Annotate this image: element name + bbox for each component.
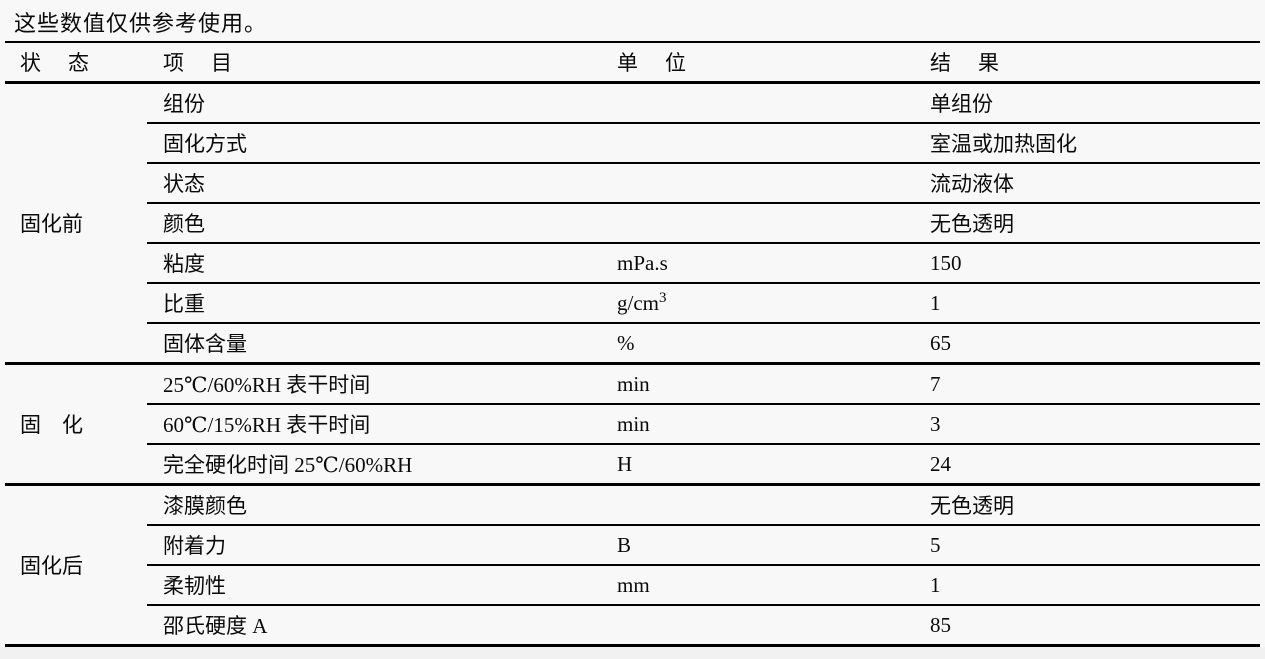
result-cell: 65	[914, 323, 1260, 365]
item-cell: 60℃/15%RH 表干时间	[147, 404, 601, 445]
table-row: 完全硬化时间 25℃/60%RH H 24	[5, 444, 1260, 486]
result-cell: 24	[914, 444, 1260, 486]
result-cell: 无色透明	[914, 203, 1260, 244]
unit-base: g/cm	[617, 290, 659, 315]
col-header-result: 结 果	[914, 41, 1260, 84]
table-row: 颜色 无色透明	[5, 203, 1260, 244]
page-bottom-margin	[0, 647, 1265, 659]
result-cell: 单组份	[914, 82, 1260, 124]
unit-cell	[601, 163, 914, 204]
unit-cell: %	[601, 323, 914, 365]
table-row: 柔韧性 mm 1	[5, 565, 1260, 606]
item-cell: 漆膜颜色	[147, 484, 601, 526]
result-cell: 85	[914, 605, 1260, 647]
spec-table: 状 态 项 目 单 位 结 果 固化前 组份 单组份 固化方式 室温或加热固化 …	[5, 41, 1260, 647]
table-row: 固化后 漆膜颜色 无色透明	[5, 484, 1260, 647]
item-cell: 粘度	[147, 243, 601, 284]
group-label-before-curing: 固化前	[5, 82, 147, 365]
header-row: 状 态 项 目 单 位 结 果	[5, 41, 1260, 84]
item-cell: 完全硬化时间 25℃/60%RH	[147, 444, 601, 486]
item-cell: 25℃/60%RH 表干时间	[147, 363, 601, 405]
result-cell: 150	[914, 243, 1260, 284]
table-row: 比重 g/cm3 1	[5, 283, 1260, 324]
reference-note-text: 这些数值仅供参考使用。	[14, 11, 268, 36]
table-row: 固化方式 室温或加热固化	[5, 123, 1260, 164]
unit-cell	[601, 605, 914, 647]
result-cell: 室温或加热固化	[914, 123, 1260, 164]
table-row: 60℃/15%RH 表干时间 min 3	[5, 404, 1260, 445]
item-cell: 颜色	[147, 203, 601, 244]
table-row: 粘度 mPa.s 150	[5, 243, 1260, 284]
unit-cell: min	[601, 363, 914, 405]
unit-cell: mPa.s	[601, 243, 914, 284]
item-cell: 状态	[147, 163, 601, 204]
col-header-unit: 单 位	[601, 41, 914, 84]
result-cell: 流动液体	[914, 163, 1260, 204]
unit-cell	[601, 203, 914, 244]
item-cell: 邵氏硬度 A	[147, 605, 601, 647]
unit-superscript: 3	[659, 289, 667, 306]
result-cell: 无色透明	[914, 484, 1260, 526]
item-cell: 组份	[147, 82, 601, 124]
unit-cell: B	[601, 525, 914, 566]
item-cell: 固体含量	[147, 323, 601, 365]
col-header-item: 项 目	[147, 41, 601, 84]
unit-cell	[601, 484, 914, 526]
unit-cell: mm	[601, 565, 914, 606]
item-cell: 比重	[147, 283, 601, 324]
item-cell: 固化方式	[147, 123, 601, 164]
unit-cell: min	[601, 404, 914, 445]
group-label-after-curing: 固化后	[5, 484, 147, 647]
result-cell: 1	[914, 283, 1260, 324]
unit-cell	[601, 123, 914, 164]
col-header-state: 状 态	[5, 41, 147, 84]
result-cell: 1	[914, 565, 1260, 606]
result-cell: 7	[914, 363, 1260, 405]
result-cell: 5	[914, 525, 1260, 566]
table-row: 邵氏硬度 A 85	[5, 605, 1260, 647]
table-row: 状态 流动液体	[5, 163, 1260, 204]
table-row: 固化前 组份 单组份	[5, 82, 1260, 365]
item-cell: 柔韧性	[147, 565, 601, 606]
item-cell: 附着力	[147, 525, 601, 566]
unit-cell: H	[601, 444, 914, 486]
unit-cell: g/cm3	[601, 283, 914, 324]
result-cell: 3	[914, 404, 1260, 445]
unit-cell	[601, 82, 914, 124]
table-row: 固体含量 % 65	[5, 323, 1260, 365]
table-row: 附着力 B 5	[5, 525, 1260, 566]
group-label-curing: 固 化	[5, 363, 147, 486]
table-row: 固 化 25℃/60%RH 表干时间 min 7	[5, 363, 1260, 486]
